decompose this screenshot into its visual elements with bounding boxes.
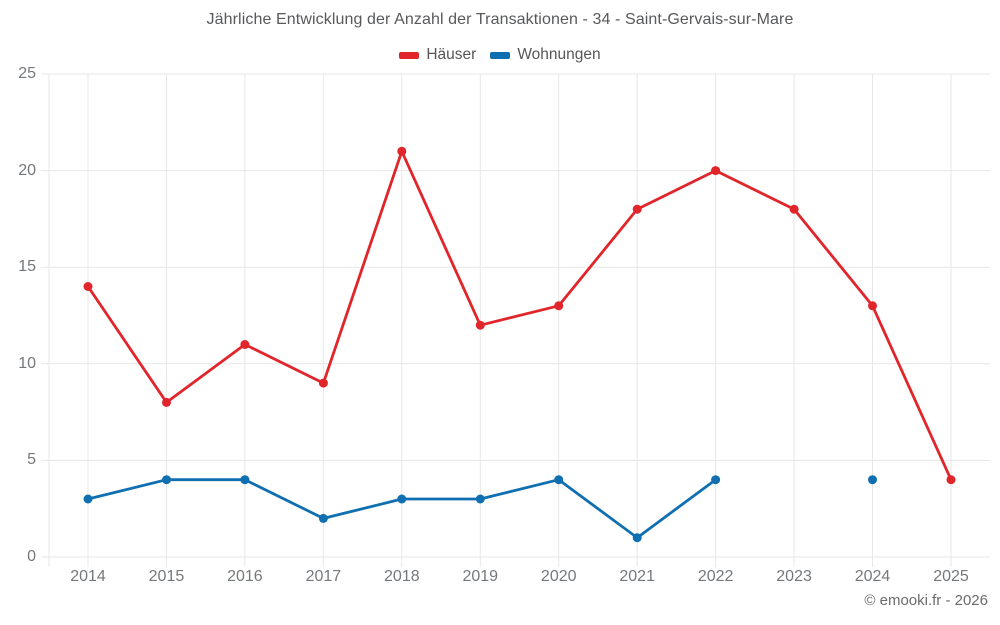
point-wohnungen-2021[interactable] — [632, 533, 642, 543]
x-tick-label-2015: 2015 — [148, 568, 185, 585]
point-wohnungen-2017[interactable] — [318, 513, 328, 523]
line-hauser — [86, 149, 953, 482]
x-tick-label-2016: 2016 — [227, 568, 263, 585]
footer-credit: © emooki.fr - 2026 — [864, 592, 988, 609]
x-tick-label-2017: 2017 — [305, 568, 342, 585]
x-tick-label-2022: 2022 — [697, 568, 734, 585]
legend-item-wohnungen[interactable]: Wohnungen — [490, 46, 601, 64]
point-wohnungen-2018[interactable] — [397, 494, 407, 504]
x-tick-label-2014: 2014 — [70, 568, 106, 585]
y-tick-label-15: 15 — [18, 258, 36, 276]
point-wohnungen-2022[interactable] — [711, 475, 721, 485]
chart-title: Jährliche Entwicklung der Anzahl der Tra… — [206, 11, 794, 28]
x-tick-label-2024: 2024 — [854, 568, 891, 585]
point-wohnungen-2014[interactable] — [83, 494, 93, 504]
point-hauser-2023[interactable] — [789, 204, 799, 214]
point-hauser-2018[interactable] — [397, 146, 407, 156]
point-hauser-2022[interactable] — [711, 166, 721, 176]
point-wohnungen-2019[interactable] — [475, 494, 485, 504]
point-hauser-2024[interactable] — [868, 301, 877, 311]
y-tick-label-5: 5 — [27, 451, 36, 469]
y-tick-label-0: 0 — [27, 548, 36, 565]
x-tick-label-2021: 2021 — [619, 568, 655, 585]
legend-marker-icon — [399, 51, 420, 59]
point-hauser-2014[interactable] — [83, 282, 93, 291]
point-wohnungen-2024[interactable] — [868, 475, 877, 485]
y-tick-label-10: 10 — [18, 354, 36, 372]
point-hauser-2015[interactable] — [162, 397, 171, 407]
point-wohnungen-2020[interactable] — [554, 475, 564, 485]
y-tick-label-20: 20 — [18, 161, 36, 179]
point-hauser-2016[interactable] — [240, 340, 250, 349]
legend-item-hauser[interactable]: Häuser — [399, 46, 476, 64]
x-tick-label-2025: 2025 — [933, 568, 969, 585]
point-hauser-2021[interactable] — [632, 204, 642, 214]
point-wohnungen-2016[interactable] — [240, 475, 250, 485]
point-hauser-2020[interactable] — [554, 301, 564, 311]
legend-label: Wohnungen — [517, 46, 601, 63]
point-hauser-2025[interactable] — [946, 475, 956, 485]
legend-label: Häuser — [426, 46, 477, 63]
legend-marker-icon — [490, 51, 511, 59]
point-hauser-2017[interactable] — [318, 378, 328, 388]
x-tick-label-2020: 2020 — [540, 568, 577, 585]
point-wohnungen-2015[interactable] — [162, 475, 171, 485]
x-tick-label-2018: 2018 — [384, 568, 420, 585]
y-tick-label-25: 25 — [18, 65, 36, 82]
x-tick-label-2019: 2019 — [462, 568, 499, 585]
x-tick-label-2023: 2023 — [776, 568, 812, 585]
point-hauser-2019[interactable] — [475, 320, 485, 330]
legend: Häuser Wohnungen — [0, 46, 1000, 64]
